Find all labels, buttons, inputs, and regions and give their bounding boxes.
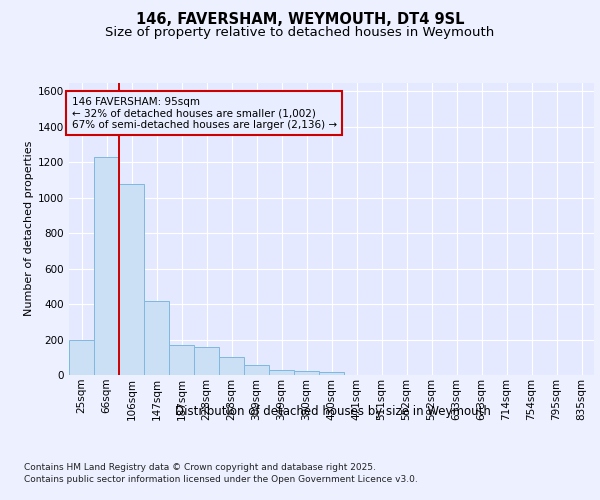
Text: Contains public sector information licensed under the Open Government Licence v3: Contains public sector information licen… — [24, 475, 418, 484]
Bar — [244, 365, 269, 375]
Bar — [144, 300, 169, 375]
Bar — [194, 346, 219, 375]
Bar — [69, 340, 94, 375]
Bar — [119, 184, 144, 375]
Text: Contains HM Land Registry data © Crown copyright and database right 2025.: Contains HM Land Registry data © Crown c… — [24, 462, 376, 471]
Bar — [294, 372, 319, 375]
Bar — [169, 345, 194, 375]
Bar — [269, 370, 294, 375]
Bar — [94, 157, 119, 375]
Text: Distribution of detached houses by size in Weymouth: Distribution of detached houses by size … — [175, 405, 491, 418]
Bar — [319, 372, 344, 375]
Bar — [219, 358, 244, 375]
Y-axis label: Number of detached properties: Number of detached properties — [24, 141, 34, 316]
Text: 146 FAVERSHAM: 95sqm
← 32% of detached houses are smaller (1,002)
67% of semi-de: 146 FAVERSHAM: 95sqm ← 32% of detached h… — [71, 96, 337, 130]
Text: 146, FAVERSHAM, WEYMOUTH, DT4 9SL: 146, FAVERSHAM, WEYMOUTH, DT4 9SL — [136, 12, 464, 28]
Text: Size of property relative to detached houses in Weymouth: Size of property relative to detached ho… — [106, 26, 494, 39]
